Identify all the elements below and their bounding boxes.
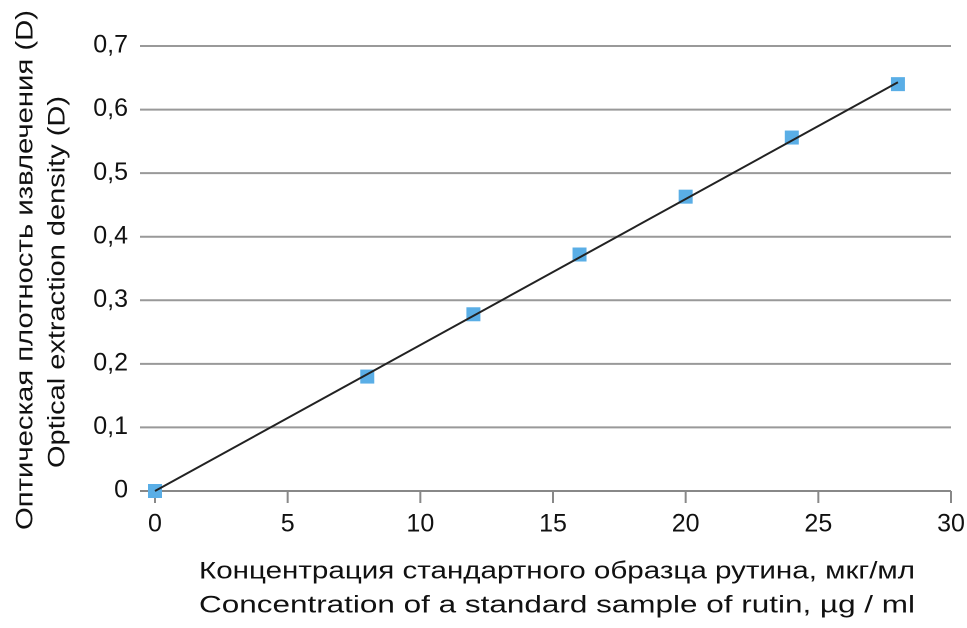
- x-tick-label: 20: [672, 510, 700, 538]
- x-tick-label: 25: [804, 510, 832, 538]
- data-point: [890, 77, 905, 92]
- y-tick-label: 0,4: [93, 221, 128, 249]
- trend-line: [154, 81, 899, 492]
- y-tick-label: 0,1: [93, 412, 128, 440]
- y-tick-label: 0: [114, 476, 128, 504]
- y-tick-label: 0,5: [93, 158, 128, 186]
- y-axis-label: Optical extraction density (D): [43, 96, 70, 468]
- y-tick-label: 0,7: [93, 31, 128, 59]
- x-tick-label: 30: [937, 510, 965, 538]
- y-tick-label: 0,2: [93, 348, 128, 376]
- x-axis-label: Концентрация стандартного образца рутина…: [199, 557, 915, 584]
- data-point: [784, 130, 799, 145]
- x-axis-label: Concentration of a standard sample of ru…: [199, 591, 915, 618]
- y-tick-label: 0,3: [93, 285, 128, 313]
- x-tick-label: 10: [406, 510, 434, 538]
- x-tick-label: 5: [281, 510, 295, 538]
- x-tick-label: 0: [148, 510, 162, 538]
- y-axis-label: Оптическая плотность извлечения (D): [11, 10, 38, 530]
- x-tick-label: 15: [539, 510, 567, 538]
- data-point: [572, 247, 587, 262]
- y-tick-label: 0,6: [93, 94, 128, 122]
